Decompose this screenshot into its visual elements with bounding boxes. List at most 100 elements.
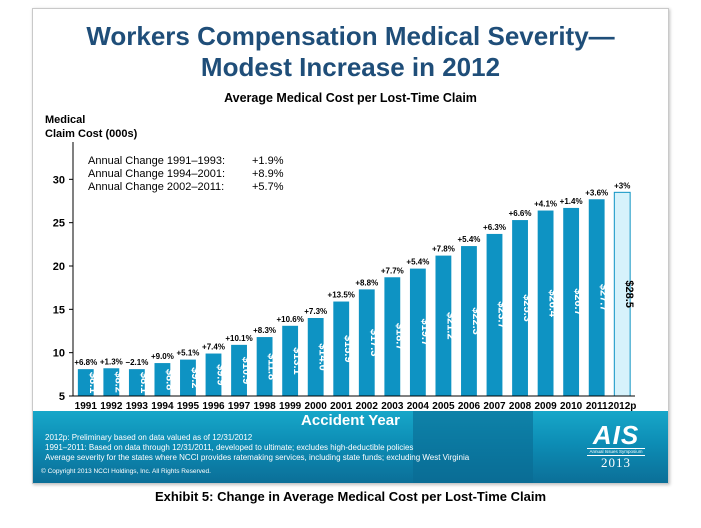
- x-tick-label: 2009: [534, 401, 557, 411]
- bar-change-label: +5.4%: [406, 258, 429, 267]
- bar: [333, 301, 350, 396]
- y-tick-label: 5: [59, 391, 65, 403]
- bar: [409, 268, 426, 396]
- y-tick-label: 15: [53, 304, 65, 316]
- slide: Workers Compensation Medical Severity— M…: [32, 8, 669, 484]
- bar-change-label: +3%: [614, 181, 630, 190]
- bar: [128, 369, 145, 396]
- bar-change-label: +1.4%: [560, 197, 583, 206]
- bar-value-label: $26.4: [547, 290, 559, 318]
- bar-value-label: $9.2: [189, 367, 201, 388]
- x-tick-label: 2002: [356, 401, 379, 411]
- bar-value-label: $23.7: [496, 301, 508, 329]
- copyright: © Copyright 2013 NCCI Holdings, Inc. All…: [41, 468, 211, 475]
- bar-value-label: $26.7: [572, 288, 584, 316]
- exhibit-caption: Exhibit 5: Change in Average Medical Cos…: [154, 489, 547, 504]
- footnotes: 2012p: Preliminary based on data valued …: [45, 433, 469, 463]
- y-axis-label-line-1: Medical: [45, 114, 86, 126]
- footer-band-shade: [413, 411, 533, 483]
- bar-change-label: +7.8%: [432, 245, 455, 254]
- bar: [282, 325, 299, 396]
- bar-value-label: $18.7: [393, 323, 405, 351]
- title-line-2: Modest Increase in 2012: [200, 52, 501, 82]
- bar: [231, 344, 247, 396]
- logo-year: 2013: [601, 455, 631, 470]
- bar: [563, 207, 580, 396]
- chart-title: Workers Compensation Medical Severity— M…: [33, 21, 668, 83]
- bar-value-label: $21.2: [444, 312, 456, 340]
- bar: [256, 337, 273, 396]
- x-tick-label: 1994: [151, 401, 174, 411]
- x-tick-label: 1995: [177, 401, 200, 411]
- annual-change-row: Annual Change 1991–1993: +1.9%: [88, 155, 284, 168]
- annual-change-value: +1.9%: [252, 155, 284, 167]
- bar-value-label: $10.9: [240, 357, 252, 385]
- logo-text: AIS: [592, 420, 640, 450]
- annual-change-label: Annual Change 1994–2001:: [88, 168, 226, 180]
- bar: [307, 318, 324, 396]
- annual-change-value: +5.7%: [252, 181, 284, 193]
- bar: [512, 220, 528, 396]
- x-tick-label: 2004: [407, 401, 430, 411]
- footnote: 1991–2011: Based on data through 12/31/2…: [45, 443, 414, 452]
- bar: [588, 199, 605, 396]
- bar-change-label: +5.1%: [177, 349, 200, 358]
- bar: [103, 368, 120, 396]
- annual-change-label: Annual Change 2002–2011:: [88, 181, 225, 193]
- bar-value-label: $22.3: [470, 307, 482, 335]
- x-tick-label: 1997: [228, 401, 251, 411]
- footnote: Average severity for the states where NC…: [45, 453, 470, 462]
- annual-change-label: Annual Change 1991–1993:: [88, 155, 226, 167]
- bar-value-label: $19.7: [419, 319, 431, 347]
- logo-subtext: Annual Issues Symposium: [587, 448, 645, 456]
- bar-value-label: $27.7: [598, 284, 610, 312]
- bar: [180, 359, 196, 396]
- bar-change-label: +9.0%: [151, 352, 174, 361]
- bar-change-label: +7.3%: [304, 307, 327, 316]
- y-tick-label: 30: [53, 174, 65, 186]
- bar-change-label: +10.6%: [276, 315, 303, 324]
- annual-change-row: Annual Change 2002–2011: +5.7%: [88, 181, 284, 194]
- x-tick-label: 2012p: [608, 401, 636, 411]
- bar-value-label: $25.3: [521, 294, 533, 322]
- bar: [435, 255, 452, 396]
- bar-value-label: $13.1: [291, 347, 303, 375]
- bar: [486, 233, 503, 396]
- bar: [384, 277, 401, 396]
- bar-change-label: +8.8%: [355, 278, 378, 287]
- bar-value-label: $8.1: [138, 372, 150, 393]
- bar: [358, 289, 375, 396]
- bar-change-label: +10.1%: [225, 334, 252, 343]
- bar-change-label: +6.8%: [74, 358, 97, 367]
- x-tick-label: 1996: [202, 401, 225, 411]
- y-tick-label: 25: [53, 218, 65, 230]
- bar-change-label: +7.4%: [202, 343, 225, 352]
- annual-change-notes: Annual Change 1991–1993: +1.9% Annual Cha…: [88, 155, 284, 194]
- bar-value-label: $28.5: [623, 280, 635, 308]
- bar: [461, 246, 477, 396]
- bar-chart: 51015202530$8.1+6.8%1991$8.2+1.3%1992$8.…: [53, 142, 636, 411]
- bar-value-label: $8.2: [112, 371, 124, 392]
- x-tick-label: 1999: [279, 401, 302, 411]
- x-tick-label: 2008: [509, 401, 532, 411]
- x-tick-label: 2010: [560, 401, 583, 411]
- y-tick-label: 20: [53, 261, 65, 273]
- bar: [154, 363, 171, 396]
- x-tick-label: 2000: [305, 401, 328, 411]
- bar-change-label: +5.4%: [458, 235, 481, 244]
- bar-change-label: +3.6%: [585, 188, 608, 197]
- bar-value-label: $8.1: [87, 372, 99, 393]
- bar-value-label: $9.9: [215, 364, 227, 385]
- bar-change-label: +7.7%: [381, 266, 404, 275]
- chart-subtitle: Average Medical Cost per Lost-Time Claim: [224, 91, 477, 105]
- x-tick-label: 2007: [483, 401, 506, 411]
- bar: [77, 369, 94, 396]
- x-tick-label: 2005: [432, 401, 455, 411]
- y-axis-label-line-2: Claim Cost (000s): [45, 128, 138, 140]
- annual-change-row: Annual Change 1994–2001: +8.9%: [88, 168, 284, 181]
- footer-band: [33, 411, 668, 483]
- bar-change-label: +6.3%: [483, 223, 506, 232]
- bar-value-label: $11.8: [266, 353, 278, 380]
- bar-value-label: $15.9: [342, 335, 354, 363]
- bar-change-label: +4.1%: [534, 200, 557, 209]
